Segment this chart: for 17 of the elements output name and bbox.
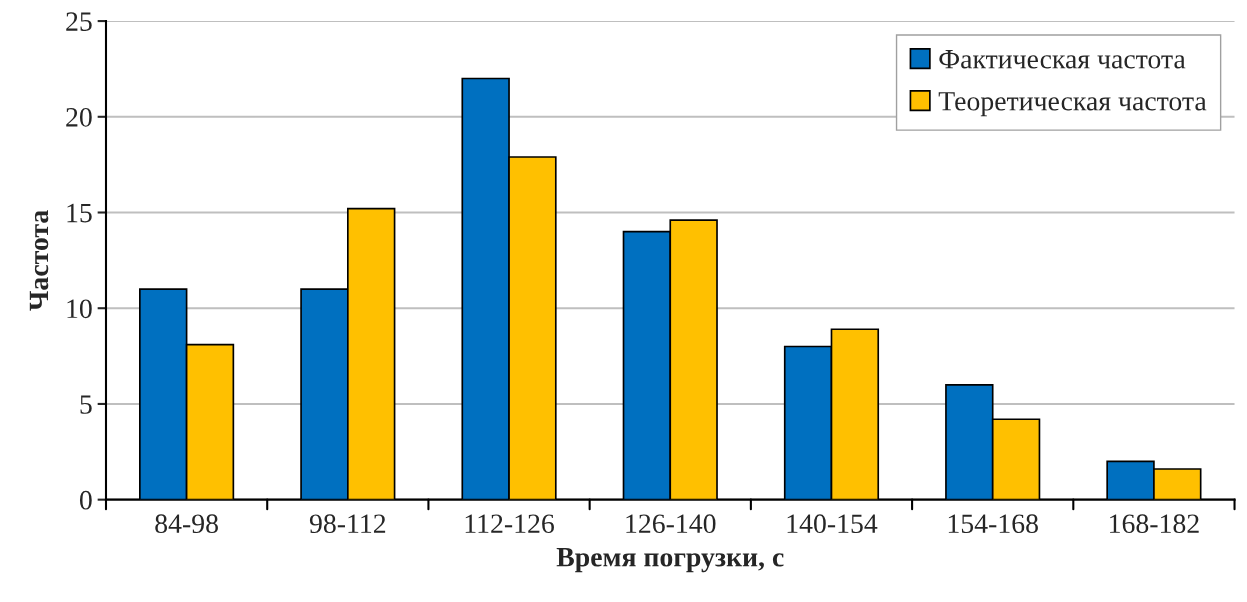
x-tick-label: 98-112 bbox=[309, 514, 386, 534]
y-tick-label: 25 bbox=[66, 12, 92, 31]
x-axis-title: Время погрузки, с bbox=[556, 548, 784, 573]
y-tick-label: 5 bbox=[80, 395, 92, 414]
x-tick-label: 168-182 bbox=[1110, 514, 1199, 534]
y-tick-label: 0 bbox=[79, 490, 92, 510]
legend-label: Фактическая частота bbox=[939, 50, 1186, 69]
legend-label: Теоретическая частота bbox=[938, 92, 1207, 117]
x-tick-label: 140-154 bbox=[787, 514, 878, 534]
x-tick-label: 154-168 bbox=[948, 514, 1038, 534]
y-tick-label: 10 bbox=[67, 299, 92, 319]
y-axis-title: Частота bbox=[29, 210, 49, 311]
y-tick-label: 15 bbox=[67, 203, 92, 223]
x-tick-label: 84-98 bbox=[155, 514, 218, 534]
x-tick-label: 126-140 bbox=[626, 514, 716, 534]
x-tick-label: 112-126 bbox=[465, 514, 554, 534]
y-tick-label: 20 bbox=[66, 107, 92, 127]
